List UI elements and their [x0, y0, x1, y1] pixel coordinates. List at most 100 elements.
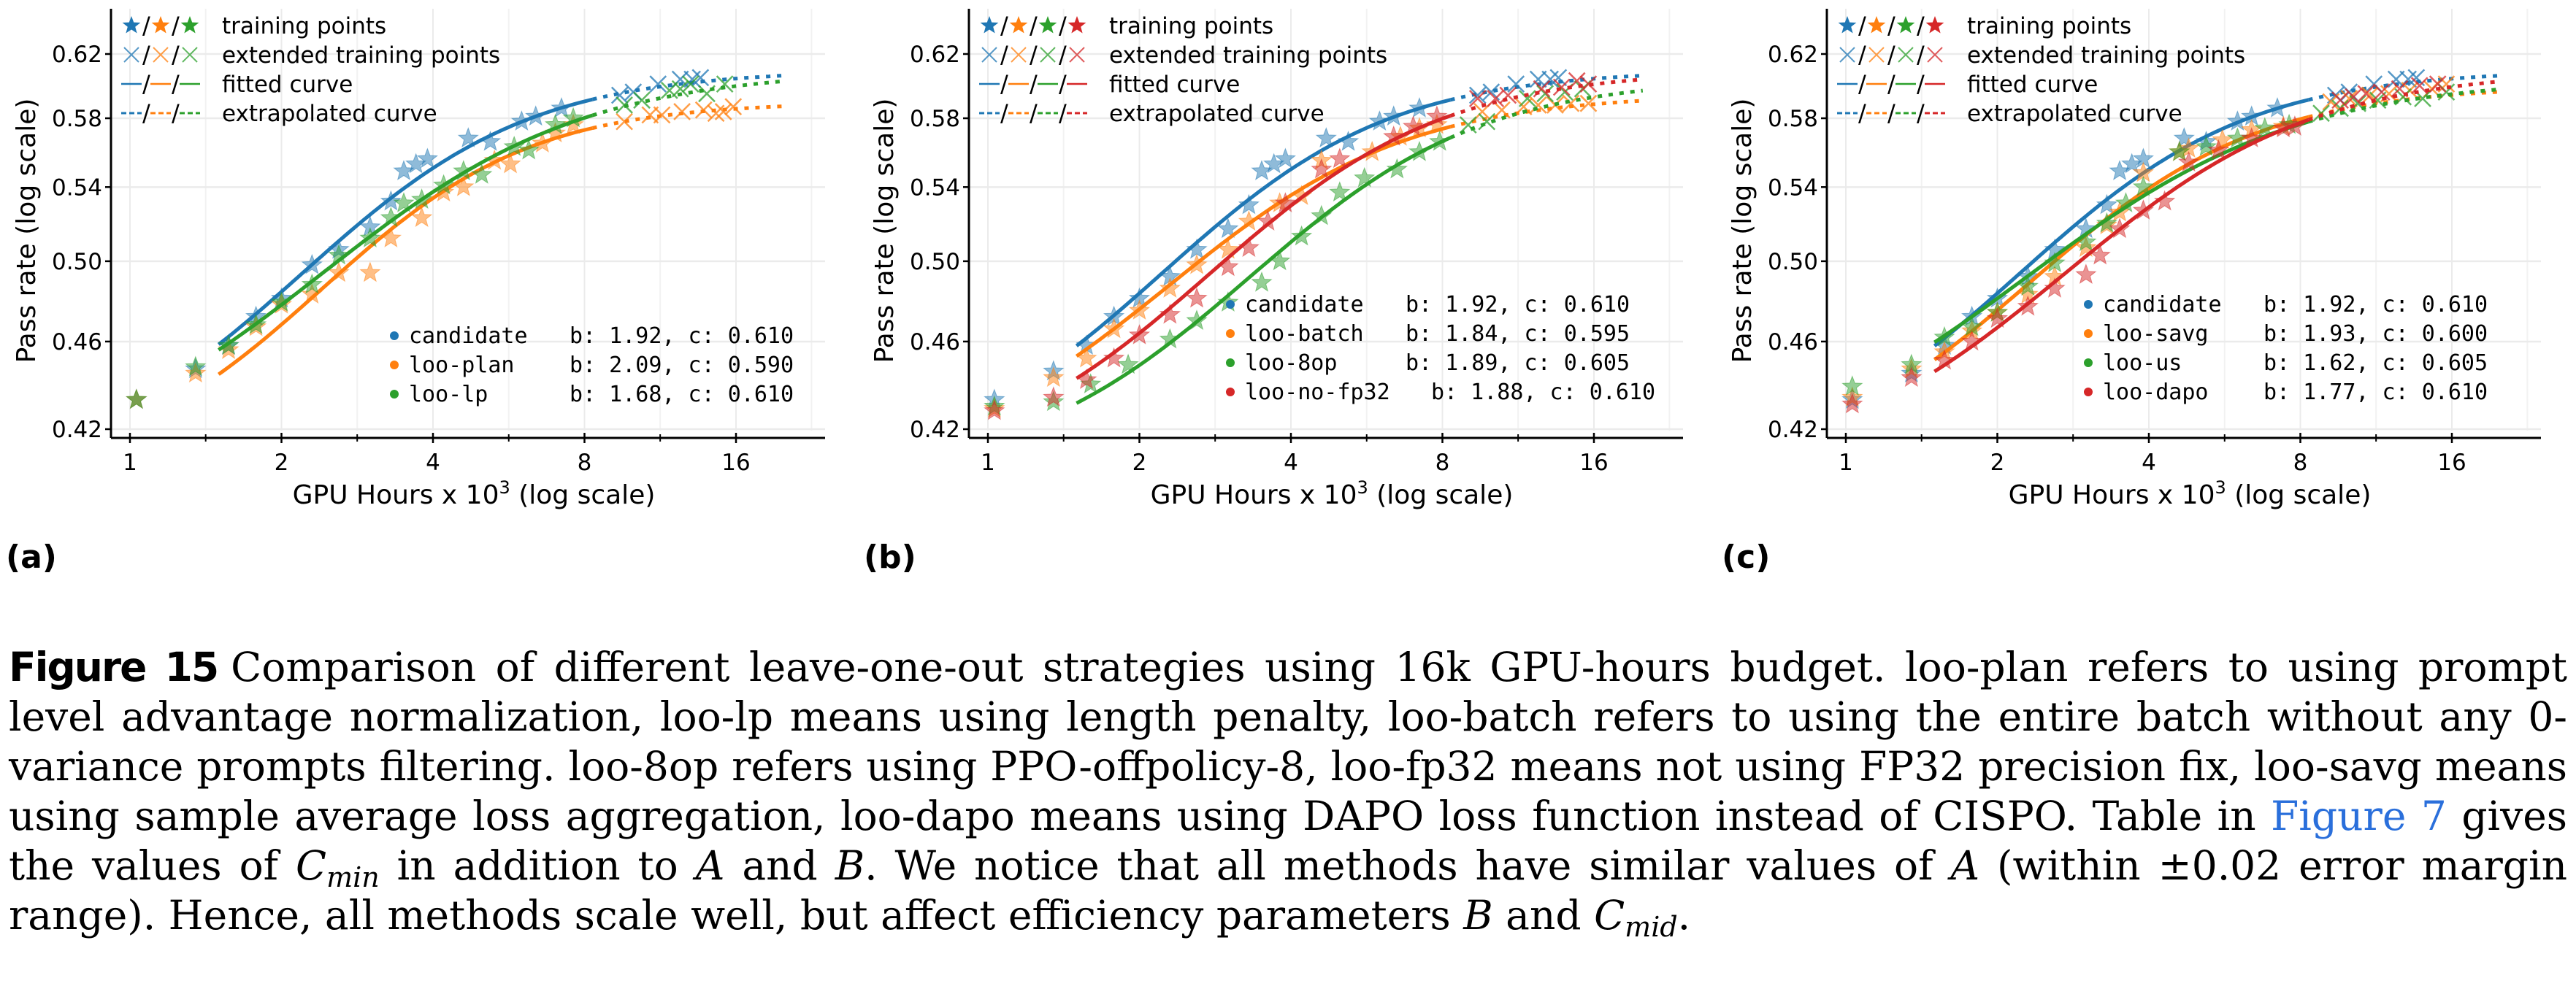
marker-legend: / / / training points// / extended training p… [1837, 12, 2245, 127]
legend-series-params: b: 1.92, c: 0.610 [570, 323, 794, 349]
training-point-loo-dapo [2177, 151, 2200, 172]
extended-point-loo-lp [660, 82, 678, 99]
series-legend: candidate b: 1.92, c: 0.610 loo-savg b: 1.9… [2084, 292, 2488, 405]
legend-separator: / [1858, 99, 1866, 127]
fitted-curve-candidate [217, 97, 594, 346]
legend-separator: / [142, 70, 150, 98]
x-tick-label: 16 [1579, 450, 1608, 476]
legend-separator: / [142, 12, 150, 39]
legend-star-icon [1925, 16, 1944, 34]
legend-series-name: loo-savg [2103, 321, 2209, 347]
legend-separator: / [172, 41, 180, 69]
y-tick-label: 0.50 [52, 249, 102, 275]
extended-point-loo-batch [1529, 96, 1547, 114]
legend-label: training points [222, 13, 386, 39]
legend-separator: / [1030, 41, 1038, 69]
training-point-loo-plan [410, 207, 433, 228]
y-tick-label: 0.54 [910, 174, 960, 201]
extended-point-loo-lp [633, 91, 651, 109]
legend-x-icon [1898, 47, 1914, 63]
training-point-loo-8op [1354, 166, 1376, 188]
x-tick-label: 4 [426, 450, 440, 476]
legend-x-icon [1927, 47, 1943, 63]
x-tick-label: 8 [2293, 450, 2308, 476]
x-axis-label: GPU Hours x 103 (log scale) [2009, 477, 2372, 510]
training-point-candidate [1274, 147, 1297, 169]
a-symbol: A [1950, 842, 1980, 889]
training-point-loo-dapo [2207, 139, 2229, 160]
legend-series-name: loo-8op [1245, 350, 1337, 376]
x-tick-label: 1 [981, 450, 995, 476]
extended-point-loo-no-fp32 [1552, 78, 1571, 96]
training-point-loo-no-fp32 [1043, 386, 1065, 407]
training-point-loo-us [1841, 375, 1863, 396]
extended-point-loo-lp [716, 75, 734, 93]
training-point-loo-lp [126, 388, 147, 409]
plot-area [1841, 69, 2502, 414]
fitted-curve-loo-dapo [1933, 118, 2309, 374]
extended-point-loo-us [2312, 104, 2330, 123]
extended-point-loo-batch [1562, 94, 1580, 112]
training-point-loo-lp [185, 355, 207, 377]
chart-panel-c: 0.42 0.46 0.50 0.54 0.58 0.62 1 2 4 8 16 GPU Hours … [1728, 9, 2541, 510]
legend-separator: / [1059, 99, 1067, 127]
caption-text: (within ±0.02 error margin range). Hence… [9, 842, 2568, 939]
legend-separator: / [1858, 12, 1866, 39]
extrapolated-curve-loo-8op [1449, 88, 1644, 139]
extended-point-candidate [691, 69, 710, 87]
training-point-candidate [2173, 127, 2195, 148]
legend-series-name: loo-lp [409, 382, 488, 407]
figure-7-link[interactable]: Figure 7 [2271, 793, 2447, 839]
y-tick-label: 0.46 [1768, 329, 1818, 355]
legend-separator: / [1887, 12, 1895, 39]
legend-label: training points [1967, 13, 2131, 39]
legend-separator: / [142, 41, 150, 69]
extended-point-loo-8op [1478, 112, 1496, 131]
legend-series-name: loo-batch [1245, 321, 1364, 347]
training-point-loo-lp [393, 192, 415, 212]
legend-label: fitted curve [222, 72, 353, 98]
legend-dot-icon [1226, 329, 1235, 338]
series-candidate [984, 69, 1643, 409]
legend-separator: / [1000, 99, 1008, 127]
y-tick-label: 0.46 [52, 329, 102, 355]
training-point-loo-dapo [2153, 190, 2176, 211]
legend-separator: / [1858, 41, 1866, 69]
legend-series-params: b: 1.88, c: 0.610 [1431, 380, 1655, 405]
training-point-loo-plan [359, 261, 381, 282]
caption-text: . [1677, 892, 1691, 939]
legend-series-params: b: 1.62, c: 0.605 [2263, 350, 2488, 376]
legend-separator: / [1887, 99, 1895, 127]
legend-separator: / [1000, 41, 1008, 69]
series-loo-dapo [1841, 75, 2502, 414]
series-legend: candidate b: 1.92, c: 0.610 loo-batch b: 1.… [1226, 292, 1655, 405]
c-mid-symbol: Cmid [1594, 892, 1678, 943]
training-point-loo-no-fp32 [1274, 192, 1297, 212]
legend-separator: / [1000, 70, 1008, 98]
extended-point-candidate [1529, 70, 1547, 88]
legend-separator: / [1917, 99, 1925, 127]
fitted-curve-loo-us [1933, 120, 2309, 344]
legend-star-icon [1038, 16, 1057, 34]
training-point-loo-us [2169, 140, 2190, 161]
legend-separator: / [172, 12, 180, 39]
extrapolated-curve-loo-no-fp32 [1449, 77, 1643, 118]
legend-dot-icon [2084, 358, 2093, 367]
legend-series-params: b: 1.93, c: 0.600 [2263, 321, 2488, 347]
x-tick-label: 2 [1990, 450, 2005, 476]
y-tick-label: 0.42 [910, 417, 960, 443]
training-point-candidate [416, 147, 439, 169]
legend-label: extended training points [1967, 42, 2245, 69]
training-point-loo-batch [1159, 277, 1181, 298]
training-point-loo-us [2096, 212, 2118, 233]
legend-separator: / [1917, 41, 1925, 69]
training-point-loo-lp [301, 273, 323, 294]
training-point-loo-plan [562, 113, 584, 134]
legend-dot-icon [1226, 358, 1235, 367]
x-tick-label: 8 [578, 450, 592, 476]
training-point-loo-no-fp32 [1311, 158, 1333, 179]
series-legend: candidate b: 1.92, c: 0.610 loo-plan b: 2.0… [390, 323, 794, 407]
training-point-loo-us [2195, 135, 2217, 156]
y-tick-label: 0.42 [1768, 417, 1818, 443]
training-point-loo-8op [1117, 353, 1139, 374]
